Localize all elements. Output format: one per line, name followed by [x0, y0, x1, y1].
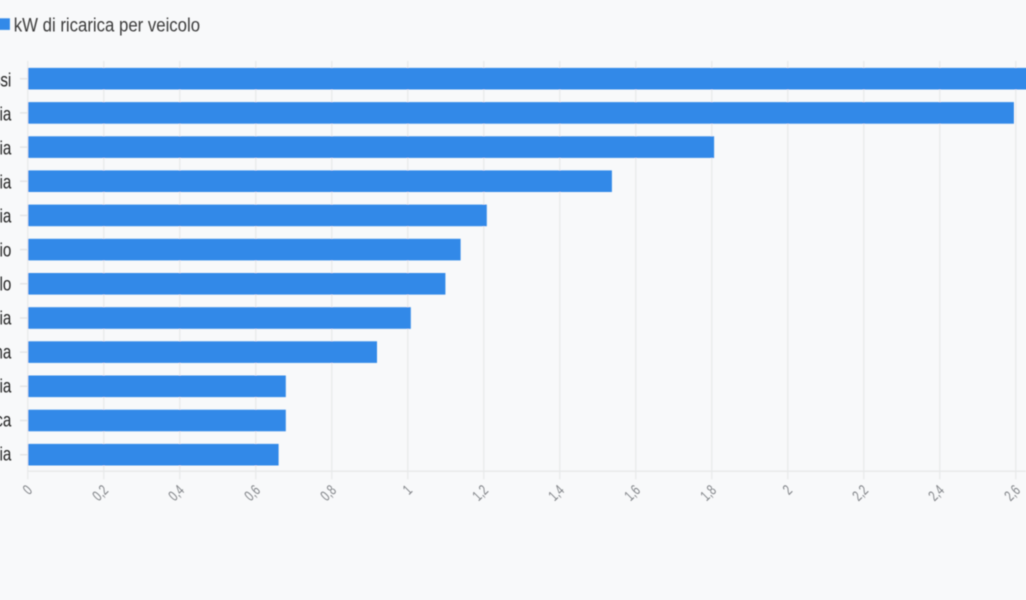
svg-text:Austria: Austria [0, 307, 12, 329]
svg-text:Portogallo: Portogallo [0, 273, 11, 295]
svg-text:Germania: Germania [0, 375, 12, 397]
svg-text:Svezia: Svezia [0, 137, 12, 159]
svg-text:Spagna: Spagna [0, 341, 12, 363]
svg-text:Italia: Italia [0, 205, 12, 227]
svg-text:Belgio: Belgio [0, 239, 11, 261]
svg-text:Norvegia: Norvegia [0, 103, 12, 125]
svg-text:Finlandia: Finlandia [0, 443, 12, 465]
svg-text:Paesi Bassi: Paesi Bassi [0, 69, 11, 91]
svg-text:Francia: Francia [0, 171, 12, 193]
svg-text:Danimarca: Danimarca [0, 409, 12, 431]
svg-text:kW di ricarica per veicolo: kW di ricarica per veicolo [14, 14, 200, 35]
